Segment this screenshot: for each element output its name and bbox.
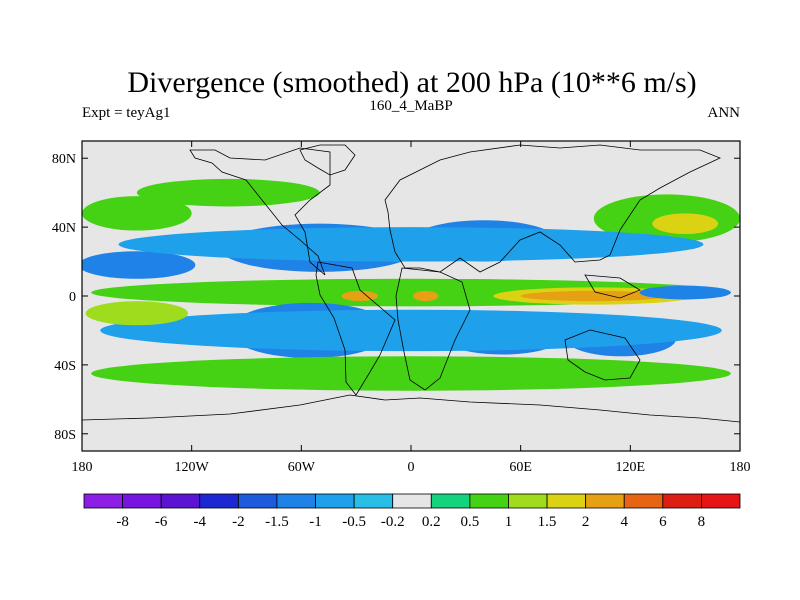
colorbar-label-4: -1.5: [265, 514, 289, 530]
colorbar-box-1: [122, 493, 162, 509]
colorbar-label-8: 0.2: [422, 514, 441, 530]
colorbar-box-7: [353, 493, 394, 509]
colorbar-boxes: [83, 493, 741, 509]
x-tick-label-0: 180: [72, 460, 93, 475]
x-tick-label-3: 0: [408, 460, 415, 475]
y-tick-label-0: 80N: [52, 152, 76, 167]
colorbar-box-12: [546, 493, 587, 509]
colorbar-box-14: [623, 493, 664, 509]
colorbar-label-14: 6: [659, 514, 667, 530]
colorbar-label-3: -2: [232, 514, 245, 530]
x-axis: 180 120W 60W 0 60E 120E 180: [72, 141, 751, 475]
colorbar-box-10: [469, 493, 509, 509]
subtitle-center: 160_4_MaBP: [369, 98, 452, 114]
contour-region-nh-blue-pacific: [82, 251, 196, 279]
colorbar-box-3: [199, 493, 239, 509]
coastline-africa-eurasia: [384, 144, 722, 273]
colorbar-label-11: 1.5: [538, 514, 557, 530]
colorbar-box-5: [276, 493, 316, 509]
x-tick-label-2: 60W: [288, 460, 316, 475]
colorbar-label-12: 2: [582, 514, 590, 530]
coastline-australia: [564, 329, 641, 381]
chart-title: Divergence (smoothed) at 200 hPa (10**6 …: [127, 66, 696, 99]
y-tick-label-3: 40S: [54, 359, 76, 374]
colorbar-label-7: -0.2: [381, 514, 405, 530]
contour-region-eq-orange-africa: [412, 290, 439, 302]
colorbar-box-16: [701, 493, 741, 509]
plot-area: [81, 140, 741, 452]
contour-region-nh-jet-yellow-east: [652, 213, 719, 235]
contour-region-eq-orange-atlantic: [341, 290, 379, 302]
y-tick-label-4: 80S: [54, 428, 76, 443]
x-tick-marks: [81, 141, 741, 451]
y-axis: 80N 40N 0 40S 80S: [52, 152, 740, 443]
colorbar: -8 -6 -4 -2 -1.5 -1 -0.5 -0.2 0.2 0.5 1 1.5 2 4 6 8: [83, 493, 741, 530]
contour-region-sh-green-west: [85, 301, 189, 326]
colorbar-label-10: 1: [505, 514, 513, 530]
colorbar-box-8: [392, 493, 432, 509]
contour-region-sh-cyan-band: [100, 309, 722, 352]
colorbar-label-0: -8: [116, 514, 129, 530]
colorbar-box-9: [430, 493, 471, 509]
colorbar-labels: -8 -6 -4 -2 -1.5 -1 -0.5 -0.2 0.2 0.5 1 1.5 2 4 6 8: [116, 514, 705, 530]
contour-fills: [82, 178, 740, 391]
contour-region-eq-blue-east-pacific: [639, 285, 731, 300]
colorbar-label-15: 8: [698, 514, 706, 530]
coastline-north-america: [189, 147, 331, 276]
x-tick-label-5: 120E: [616, 460, 646, 475]
x-tick-label-1: 120W: [175, 460, 210, 475]
colorbar-label-13: 4: [620, 514, 628, 530]
contour-region-nh-cyan-band: [118, 227, 704, 262]
colorbar-label-6: -0.5: [342, 514, 366, 530]
colorbar-box-11: [508, 493, 548, 509]
y-tick-marks: [82, 157, 740, 435]
colorbar-box-4: [237, 493, 278, 509]
contour-region-nh-high-green: [136, 178, 320, 207]
coastline-antarctica: [82, 394, 740, 423]
x-tick-label-4: 60E: [509, 460, 532, 475]
colorbar-box-13: [585, 493, 625, 509]
y-tick-label-2: 0: [69, 290, 76, 305]
coastline-south-america: [315, 261, 396, 396]
coastline-maritime: [584, 274, 641, 299]
x-tick-labels: 180 120W 60W 0 60E 120E 180: [72, 460, 751, 475]
colorbar-label-9: 0.5: [461, 514, 480, 530]
coastline-africa-south: [395, 267, 471, 391]
y-tick-labels: 80N 40N 0 40S 80S: [52, 152, 76, 443]
colorbar-label-2: -4: [194, 514, 207, 530]
subtitle-left: Expt = teyAg1: [82, 105, 170, 121]
subtitle-right: ANN: [708, 105, 741, 121]
colorbar-label-1: -6: [155, 514, 168, 530]
contour-region-nh-green-band-west: [82, 196, 192, 231]
colorbar-box-15: [662, 493, 702, 509]
colorbar-box-0: [83, 493, 123, 509]
x-tick-label-6: 180: [730, 460, 751, 475]
coastline-outlines: [82, 144, 740, 423]
y-tick-label-1: 40N: [52, 221, 76, 236]
colorbar-box-2: [160, 493, 201, 509]
contour-region-sh-green-band: [91, 356, 731, 391]
colorbar-label-5: -1: [309, 514, 322, 530]
contour-region-eq-orange-indian: [520, 290, 667, 302]
coastline-greenland: [299, 144, 356, 176]
colorbar-box-6: [315, 493, 355, 509]
